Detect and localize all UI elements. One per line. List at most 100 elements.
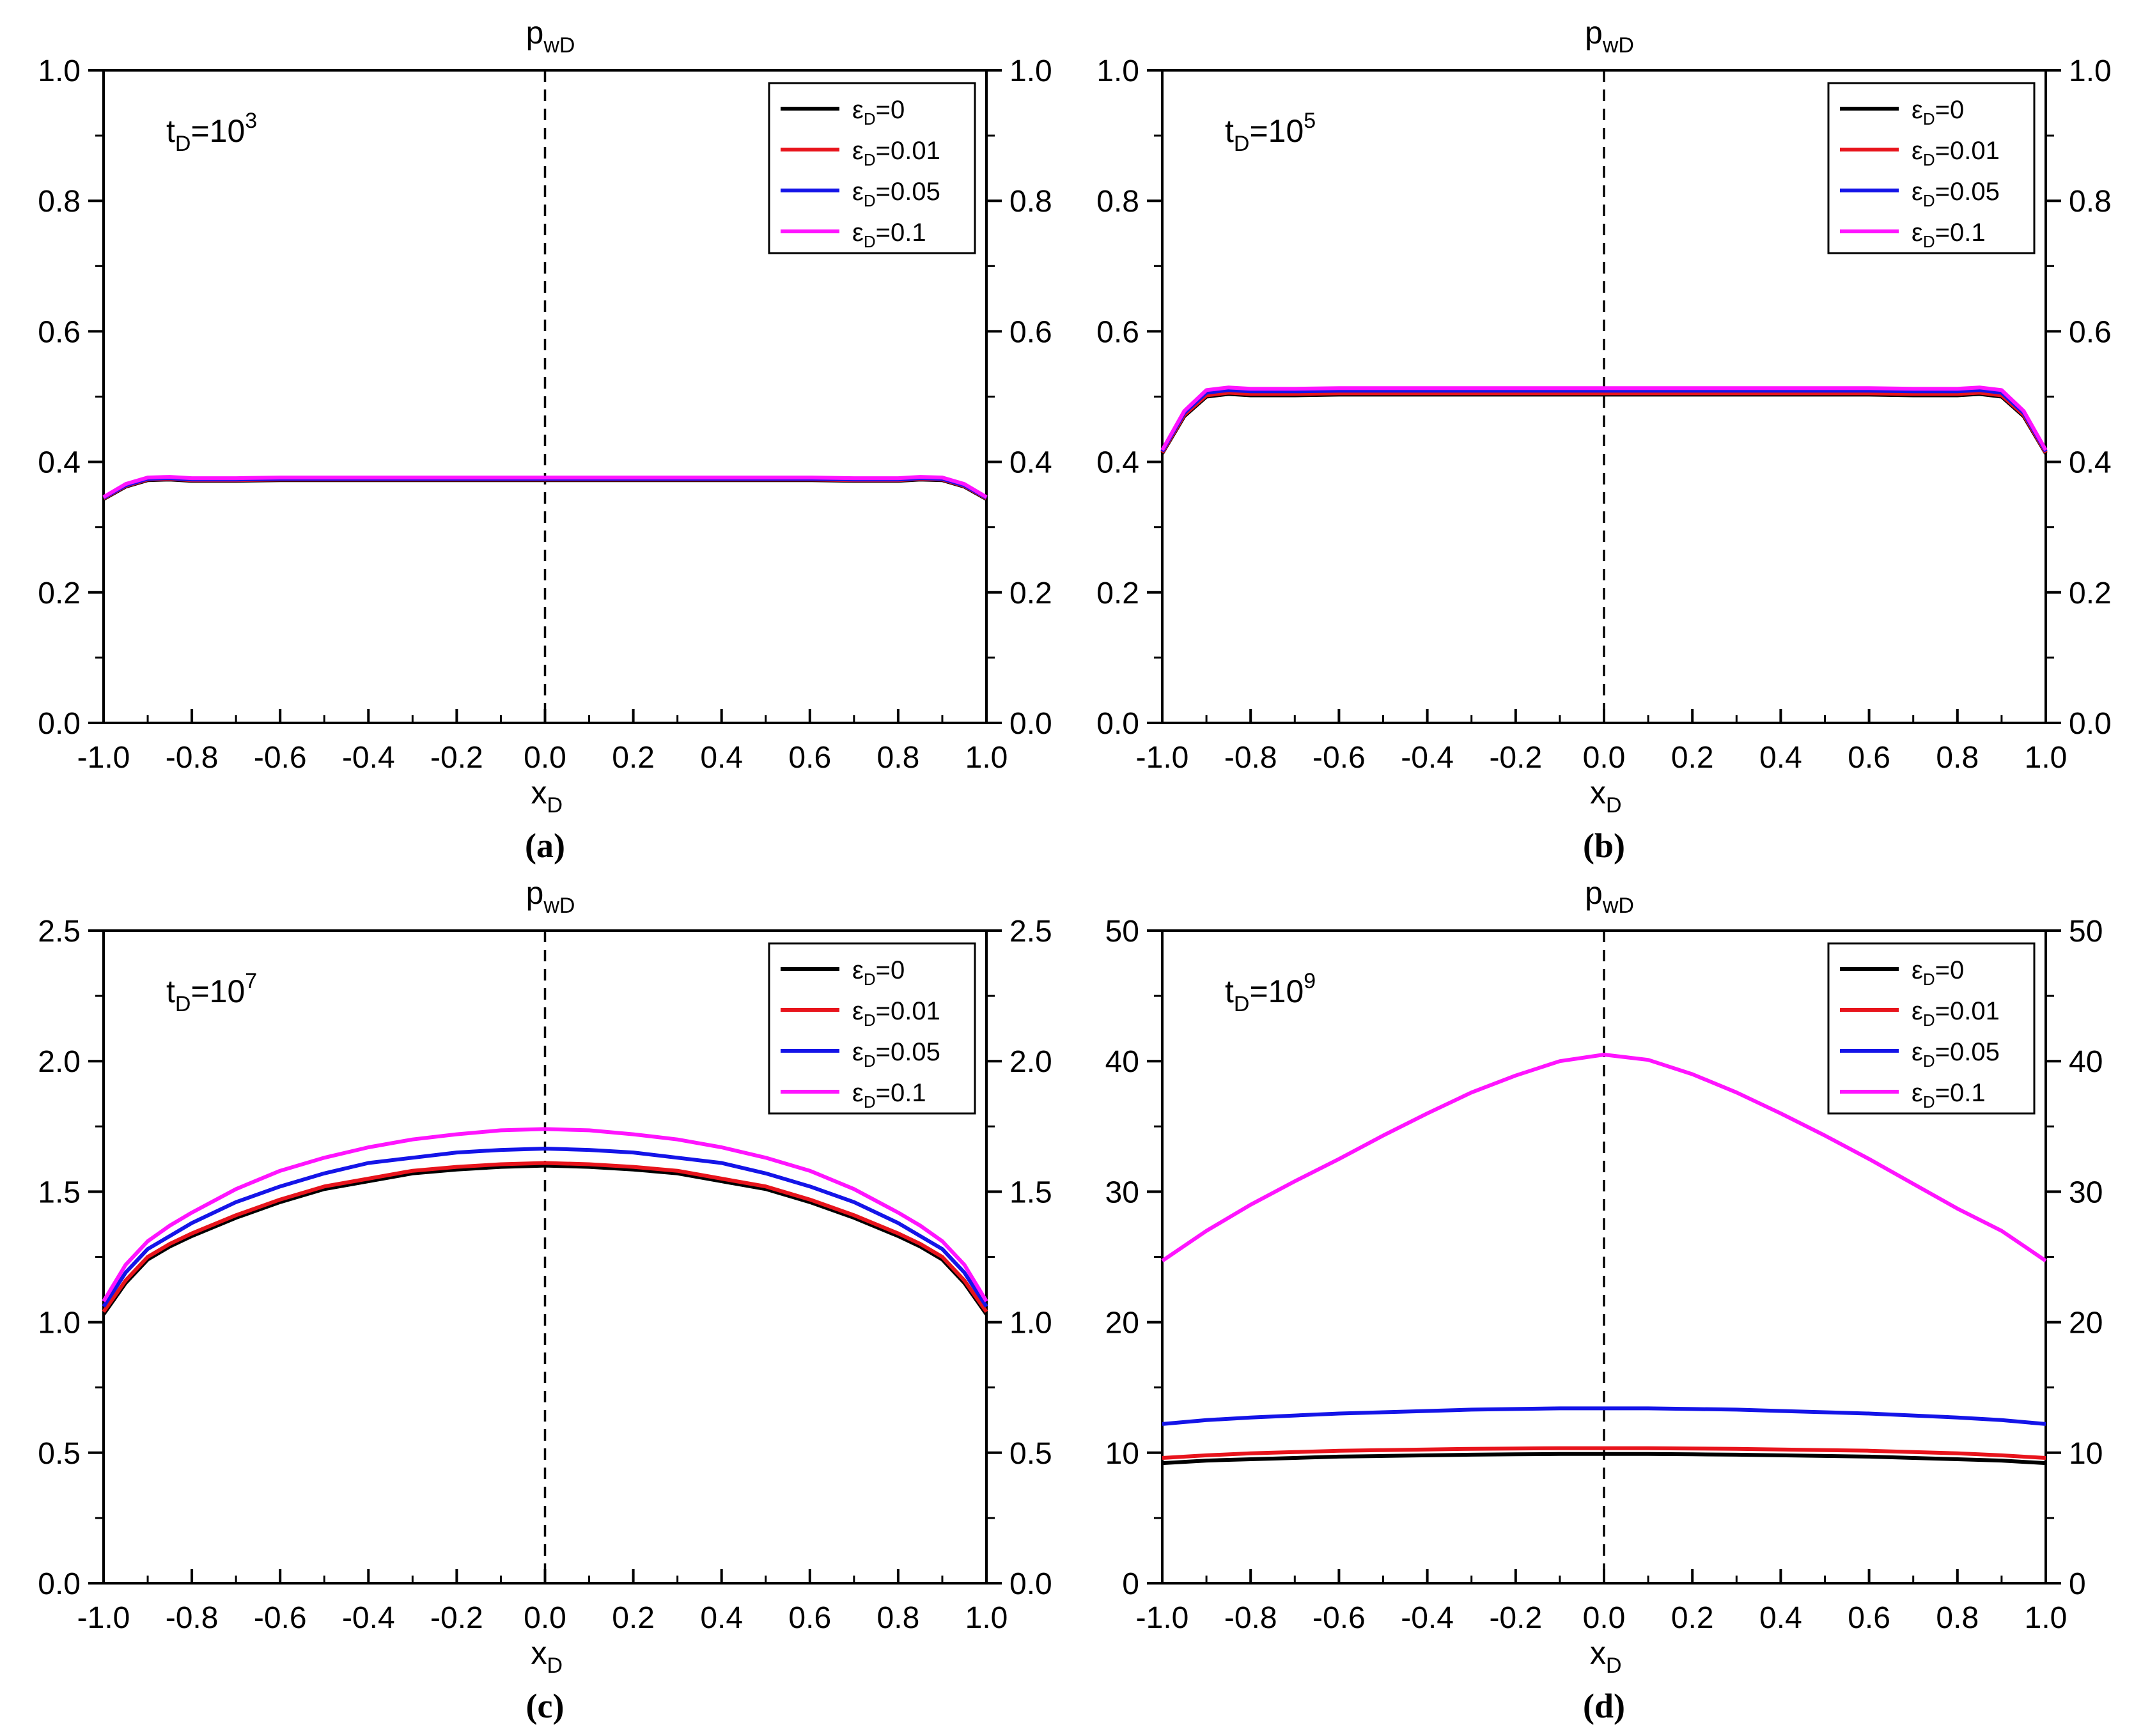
legend-label-symbol: ε	[1912, 96, 1923, 124]
legend-label-sub: D	[1923, 150, 1935, 169]
legend-label-value: =0.05	[1935, 1038, 2000, 1066]
x-tick-label: -1.0	[1136, 1601, 1189, 1635]
legend-label-symbol: ε	[852, 997, 864, 1025]
series-line-3	[1162, 1406, 2046, 1426]
y-tick-label-left: 0.0	[38, 707, 81, 741]
time-annotation-exp: 3	[245, 109, 257, 133]
y-tick-label-left: 1.0	[38, 54, 81, 88]
panel-caption: (d)	[1583, 1687, 1625, 1725]
x-tick-label: 0.2	[612, 1601, 655, 1635]
legend-label-sub: D	[864, 191, 876, 210]
series-line-4	[1160, 385, 2048, 451]
x-tick-label: 0.4	[700, 741, 743, 775]
legend-label-3: εD=0.05	[1912, 1038, 2000, 1071]
x-tick-label: 0.6	[1848, 1601, 1890, 1635]
x-tick-label: 0.6	[788, 1601, 831, 1635]
x-tick-label: -0.6	[1312, 1601, 1366, 1635]
x-tick-label: -0.8	[166, 741, 219, 775]
series-line-3	[1160, 388, 2048, 453]
x-tick-label: -0.2	[430, 1601, 483, 1635]
x-axis-label: xD	[531, 1635, 563, 1678]
x-tick-label: -0.6	[254, 741, 307, 775]
x-tick-label: 0.0	[1583, 1601, 1626, 1635]
y-tick-label-right: 0.4	[1009, 446, 1052, 480]
chart-panel-2: -1.0 -0.8 -0.6 -0.4 -0.2 0.0 0.2 0.4 0.6 0.8 1.00.…	[1096, 15, 2111, 865]
legend-label-sub: D	[864, 232, 876, 251]
x-tick-label: -0.4	[1401, 1601, 1454, 1635]
time-annotation-exp: 5	[1304, 109, 1316, 133]
legend-label-sub: D	[1923, 970, 1935, 989]
x-tick-label: 1.0	[965, 1601, 1008, 1635]
y-axis-label-sub: wD	[543, 894, 575, 918]
y-tick-label-left: 1.0	[38, 1306, 81, 1340]
x-tick-label: 0.6	[788, 741, 831, 775]
y-axis-label: pwD	[526, 875, 575, 918]
series-line-4	[1161, 1053, 2047, 1263]
x-tick-label: 1.0	[965, 741, 1008, 775]
time-annotation-text: =10	[191, 113, 245, 149]
y-tick-label-right: 40	[2069, 1045, 2103, 1079]
legend-label-symbol: ε	[852, 137, 864, 165]
time-annotation-text: =10	[1249, 113, 1304, 149]
y-tick-label-right: 2.5	[1009, 915, 1052, 949]
x-tick-label: 0.2	[1671, 741, 1714, 775]
series-line-2	[1162, 1446, 2046, 1460]
chart-panel-4: -1.0 -0.8 -0.6 -0.4 -0.2 0.0 0.2 0.4 0.6 0.8 1.00 0…	[1105, 875, 2103, 1725]
y-tick-label-right: 20	[2069, 1306, 2103, 1340]
time-annotation: tD=105	[1225, 109, 1316, 156]
x-tick-label: -0.4	[342, 741, 395, 775]
legend-label-1: εD=0	[1912, 96, 1964, 128]
series-line-2	[102, 1161, 988, 1314]
legend-box	[1827, 942, 2036, 1115]
chart-panel-1: -1.0 -0.8 -0.6 -0.4 -0.2 0.0 0.2 0.4 0.6 0.8 1.00.…	[38, 15, 1052, 865]
legend-label-sub: D	[1923, 191, 1935, 210]
y-tick-label-right: 0.8	[1009, 185, 1052, 219]
y-tick-label-left: 0.2	[38, 577, 81, 610]
y-tick-label-left: 2.0	[38, 1045, 81, 1079]
x-tick-label: -1.0	[77, 1601, 130, 1635]
y-tick-label-right: 0	[2069, 1567, 2086, 1601]
time-annotation: tD=103	[166, 109, 257, 156]
y-tick-label-right: 0.6	[2069, 315, 2112, 349]
y-tick-label-left: 40	[1105, 1045, 1139, 1079]
legend-label-sub: D	[864, 1011, 876, 1030]
legend-label-2: εD=0.01	[852, 137, 940, 169]
series-line-4	[102, 1127, 988, 1303]
x-tick-label: 0.6	[1848, 741, 1890, 775]
x-axis-label: xD	[1590, 1635, 1622, 1678]
legend-label-symbol: ε	[852, 1079, 864, 1107]
legend-label-value: =0.01	[876, 137, 940, 165]
series-line-2	[1160, 391, 2048, 454]
legend-label-sub: D	[1923, 1051, 1935, 1071]
legend-label-2: εD=0.01	[1912, 137, 2000, 169]
y-tick-label-left: 0.0	[38, 1567, 81, 1601]
legend-label-4: εD=0.1	[1912, 219, 1986, 251]
legend-label-symbol: ε	[1912, 956, 1923, 984]
y-axis-label-main: p	[526, 875, 544, 911]
x-axis-label-main: x	[1590, 775, 1606, 810]
legend-label-2: εD=0.01	[1912, 997, 2000, 1030]
panel-caption: (a)	[525, 826, 565, 865]
y-tick-label-left: 0.6	[38, 315, 81, 349]
legend-label-sub: D	[864, 1051, 876, 1071]
time-annotation-base: t	[1225, 113, 1234, 149]
x-tick-label: 0.8	[877, 741, 920, 775]
time-annotation-base: t	[166, 113, 175, 149]
legend-label-symbol: ε	[852, 178, 864, 206]
legend-box	[768, 82, 976, 254]
legend-label-1: εD=0	[852, 956, 905, 989]
y-tick-label-right: 0.0	[2069, 707, 2112, 741]
y-axis-label-main: p	[1585, 875, 1603, 911]
y-axis-label-main: p	[526, 15, 544, 50]
legend-label-3: εD=0.05	[1912, 178, 2000, 210]
legend-label-value: =0.05	[876, 1038, 940, 1066]
legend-label-sub: D	[1923, 1011, 1935, 1030]
legend-label-symbol: ε	[852, 1038, 864, 1066]
legend-label-symbol: ε	[1912, 997, 1923, 1025]
legend-label-value: =0.01	[876, 997, 940, 1025]
y-tick-label-right: 1.0	[1009, 54, 1052, 88]
y-tick-label-left: 30	[1105, 1175, 1139, 1209]
legend-label-sub: D	[864, 109, 876, 128]
y-tick-label-right: 0.6	[1009, 315, 1052, 349]
